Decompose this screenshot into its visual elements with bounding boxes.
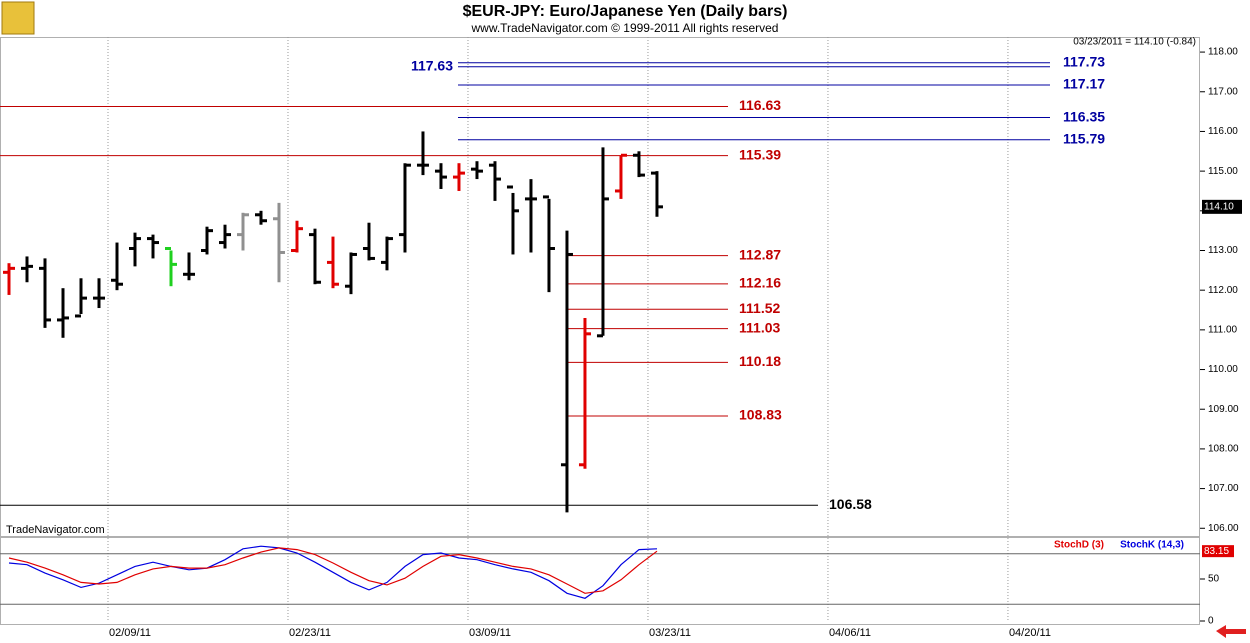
chart-title: $EUR-JPY: Euro/Japanese Yen (Daily bars) [463,3,788,20]
legend-entry: StochD (3) [1054,540,1104,551]
last-price-box [1202,199,1242,214]
left-level-label: 117.63 [411,57,453,73]
x-tick-label: 04/20/11 [1009,627,1051,639]
last-value-label: 83.15 [1204,546,1229,557]
retracement-level-label: 112.16 [739,275,781,291]
last-value-box [1202,545,1234,558]
red-level-label: 115.39 [739,146,781,162]
y-tick-label: 118.00 [1208,47,1238,58]
blue-level-label: 117.17 [1063,76,1105,92]
retracement-level-label: 108.83 [739,407,782,423]
y-tick-label: 110.00 [1208,364,1238,375]
y-tick-label: 107.00 [1208,483,1239,494]
retracement-level-label: 111.03 [739,319,780,335]
y-tick-label: 112.00 [1208,285,1238,296]
scroll-arrow[interactable] [1216,625,1246,638]
y-tick-label: 117.00 [1208,86,1238,97]
y-tick-label: 106.00 [1208,523,1239,534]
y-tick-label: 115.00 [1208,166,1238,177]
y-tick-label: 109.00 [1208,404,1239,415]
y-tick-label: 111.00 [1208,324,1238,335]
retracement-level-label: 110.18 [739,353,781,369]
y-tick-label: 116.00 [1208,126,1238,137]
legend-entry: StochK (14,3) [1120,540,1184,551]
y-tick-label: 0 [1208,616,1214,627]
stoch-line [8,547,658,594]
y-tick-label: 113.00 [1208,245,1238,256]
low-level-label: 106.58 [829,496,872,512]
blue-level-label: 117.73 [1063,53,1105,69]
last-price-label: 114.10 [1204,201,1234,212]
y-tick-label: 50 [1208,574,1220,585]
chart-subtitle: www.TradeNavigator.com © 1999-2011 All r… [471,21,779,35]
blue-level-label: 115.79 [1063,130,1105,146]
blue-level-label: 116.35 [1063,108,1105,124]
x-tick-label: 02/09/11 [109,627,151,639]
y-tick-label: 108.00 [1208,444,1239,455]
x-tick-label: 03/09/11 [469,627,511,639]
main-panel-frame [0,37,1200,537]
x-tick-label: 02/23/11 [289,627,331,639]
stoch-panel-frame [0,537,1200,625]
logo-icon [1,1,35,35]
retracement-level-label: 111.52 [739,300,780,316]
x-tick-label: 04/06/11 [829,627,871,639]
red-level-label: 116.63 [739,97,781,113]
watermark: TradeNavigator.com [6,524,105,536]
retracement-level-label: 112.87 [739,246,781,262]
header-note: 03/23/2011 = 114.10 (-0.84) [1073,37,1196,48]
x-tick-label: 03/23/11 [649,627,691,639]
stoch-line [8,545,658,599]
